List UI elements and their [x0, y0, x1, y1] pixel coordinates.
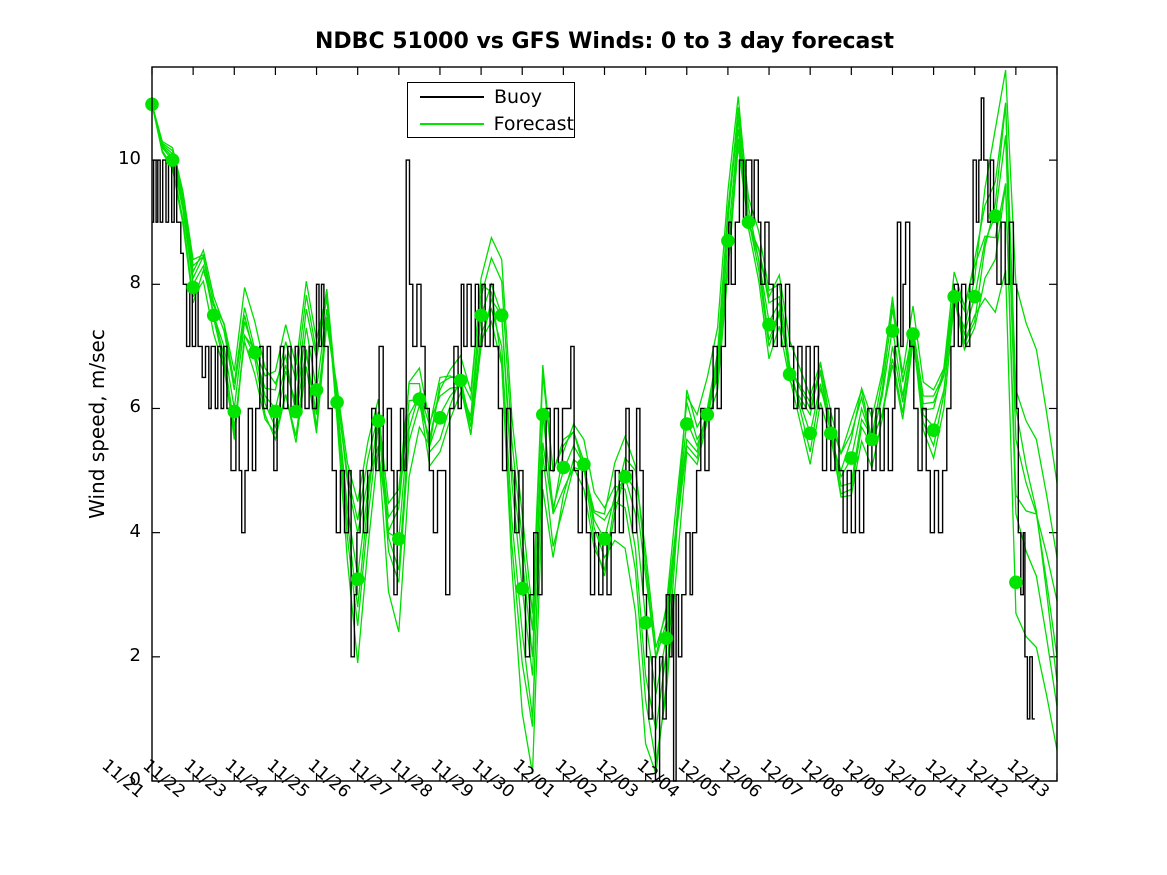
forecast-dot [289, 404, 303, 419]
y-tick-label: 2 [129, 644, 141, 666]
legend-item-forecast: Forecast [408, 111, 574, 137]
forecast-line [151, 104, 1058, 774]
forecast-dot [782, 367, 797, 382]
forecast-dot [741, 215, 756, 229]
forecast-dot [350, 572, 365, 586]
forecast-dot [309, 383, 324, 397]
forecast-dot [494, 308, 509, 323]
legend-item-buoy: Buoy [408, 84, 574, 110]
forecast-line [151, 104, 1058, 751]
forecast-dot [453, 373, 468, 388]
buoy-line-swatch [420, 96, 484, 98]
y-tick-label: 10 [118, 148, 141, 170]
y-tick-label: 0 [129, 769, 141, 790]
forecast-dot [947, 289, 961, 304]
forecast-dot [433, 411, 447, 425]
legend-label-buoy: Buoy [494, 86, 542, 108]
forecast-dot [721, 234, 735, 248]
forecast-line [151, 104, 1058, 657]
forecast-dot [762, 317, 776, 332]
forecast-dot [885, 324, 900, 338]
forecast-dot [227, 404, 242, 419]
forecast-dot [268, 404, 283, 419]
legend-label-forecast: Forecast [493, 113, 574, 135]
y-tick-label: 6 [129, 396, 141, 418]
forecast-dot [1009, 575, 1023, 590]
forecast-dot [844, 451, 859, 465]
forecast-dot [824, 426, 838, 441]
y-tick-label: 8 [129, 272, 141, 294]
forecast-dot [186, 280, 200, 295]
forecast-line [151, 96, 1058, 730]
legend: Buoy Forecast [407, 82, 575, 138]
forecast-dot [165, 153, 180, 167]
forecast-dot [577, 457, 591, 472]
forecast-dot [248, 345, 262, 360]
plot-border [151, 66, 1058, 782]
forecast-dot [206, 308, 221, 323]
forecast-dot [392, 532, 406, 546]
chart-title: NDBC 51000 vs GFS Winds: 0 to 3 day fore… [315, 29, 894, 54]
forecast-dot [967, 289, 982, 304]
forecast-dot [618, 470, 632, 484]
forecast-dot [474, 308, 488, 323]
forecast-line-swatch [420, 123, 484, 125]
forecast-dot [906, 327, 920, 341]
forecast-dot [638, 615, 653, 630]
forecast-dot [865, 432, 879, 447]
forecast-dot [597, 532, 612, 546]
forecast-dot [803, 426, 817, 441]
forecast-dot [371, 414, 386, 428]
buoy-line [152, 97, 1035, 782]
forecast-dot [680, 417, 694, 431]
forecast-dot [515, 581, 529, 596]
forecast-dot [659, 631, 673, 645]
forecast-dot [536, 407, 550, 422]
forecast-dot [926, 423, 941, 438]
forecast-dot [700, 407, 715, 422]
forecast-dot [988, 209, 1003, 223]
forecast-dot [412, 392, 427, 407]
forecast-dot [330, 395, 344, 410]
forecast-dot [556, 460, 571, 475]
y-tick-label: 4 [129, 520, 141, 542]
forecast-line [151, 102, 1058, 774]
